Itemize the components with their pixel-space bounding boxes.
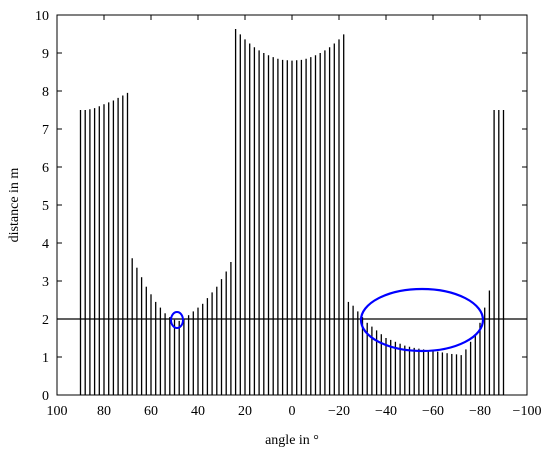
x-tick-label: −40 [375,404,397,419]
x-tick-label: 100 [47,404,68,419]
y-tick-label: 10 [35,9,49,24]
x-tick-label: −80 [469,404,491,419]
y-tick-label: 5 [42,199,49,214]
y-tick-label: 7 [42,123,49,138]
x-tick-label: 80 [97,404,111,419]
y-tick-label: 3 [42,275,49,290]
y-tick-label: 9 [42,47,49,62]
x-axis-label: angle in ° [265,433,319,448]
x-tick-label: 0 [289,404,296,419]
x-tick-label: 40 [191,404,205,419]
x-tick-label: −20 [328,404,350,419]
y-tick-label: 6 [42,161,49,176]
y-tick-label: 8 [42,85,49,100]
x-tick-label: −100 [513,404,542,419]
y-tick-label: 1 [42,351,49,366]
y-axis-label: distance in m [7,168,22,243]
y-tick-label: 0 [42,389,49,404]
x-tick-label: −60 [422,404,444,419]
x-tick-label: 20 [238,404,252,419]
highlight-ellipse [359,287,485,353]
highlight-ellipse [170,311,184,329]
y-tick-label: 2 [42,313,49,328]
x-tick-label: 60 [144,404,158,419]
y-tick-label: 4 [42,237,49,252]
